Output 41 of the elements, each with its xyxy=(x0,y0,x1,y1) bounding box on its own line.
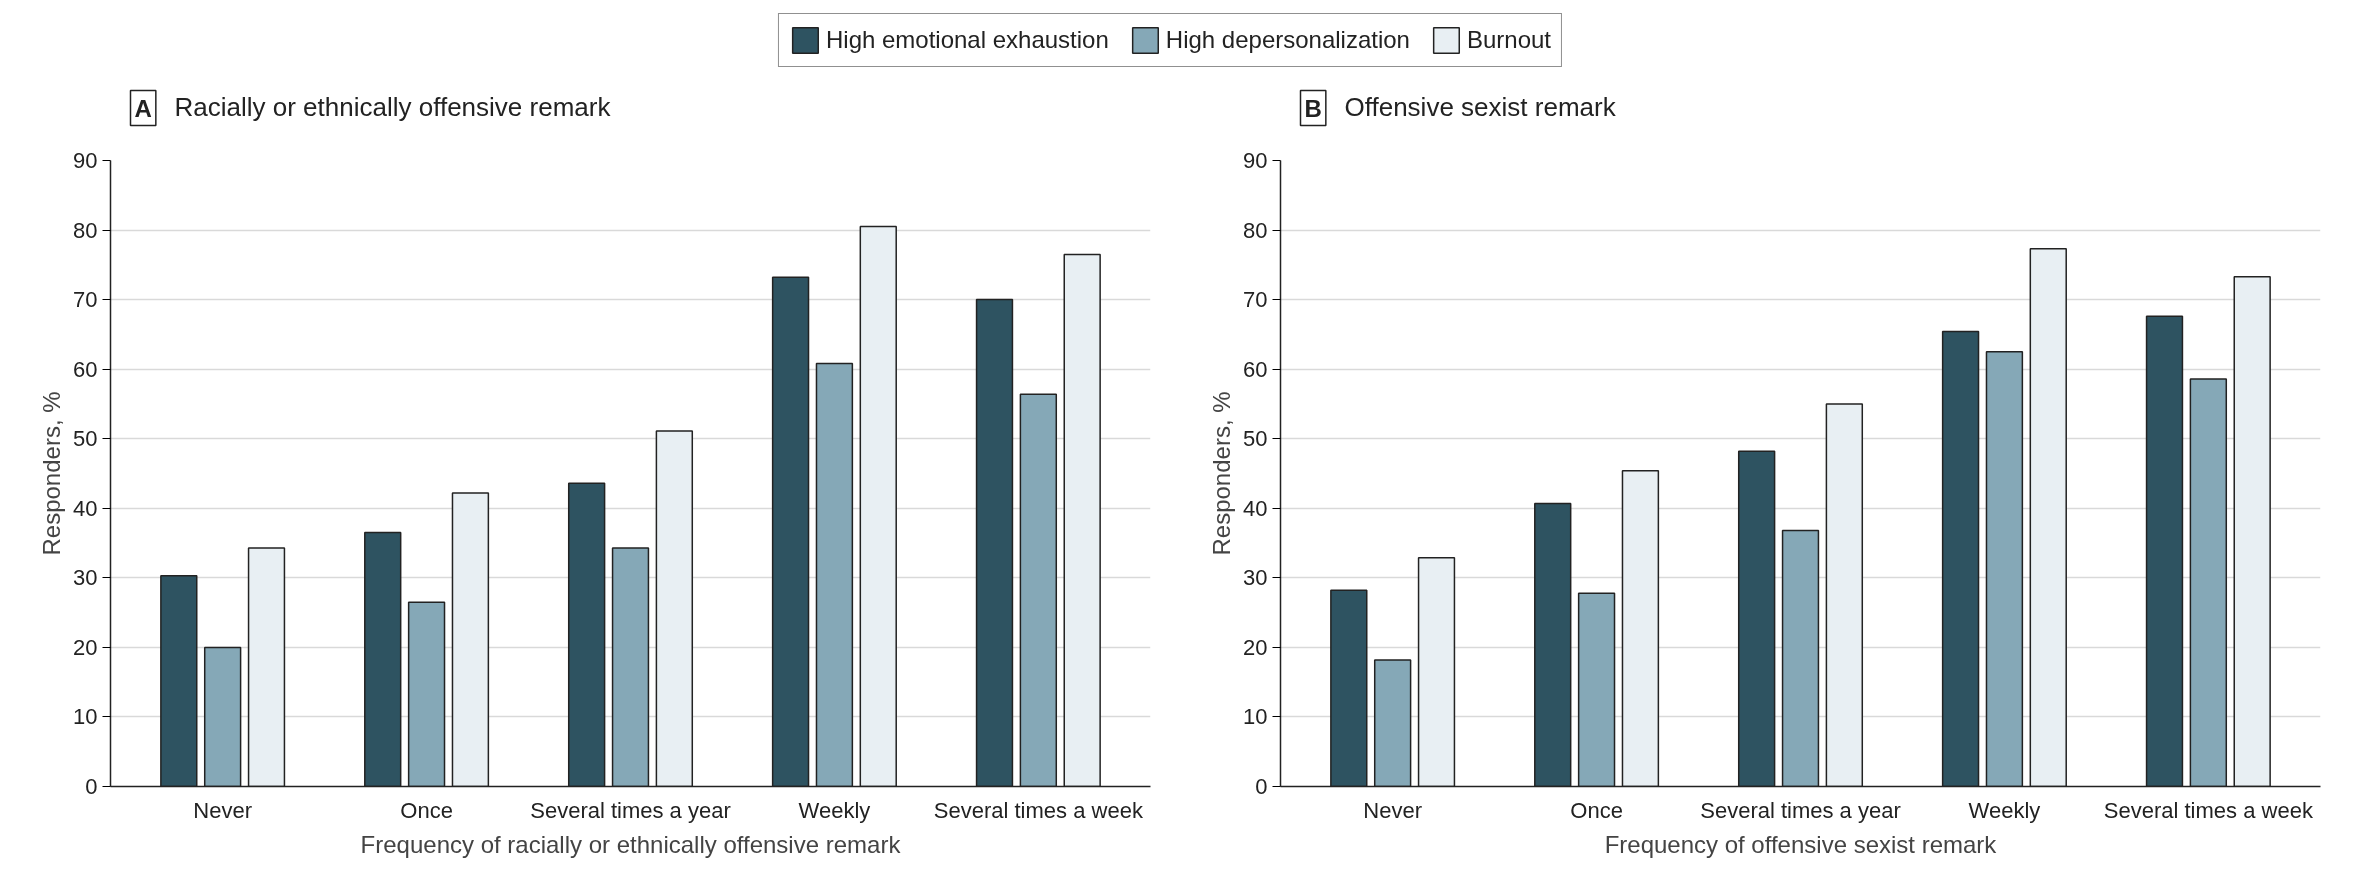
legend-label: High depersonalization xyxy=(1165,26,1410,54)
y-tick-label: 80 xyxy=(1243,217,1268,243)
y-tick-label: 40 xyxy=(1243,495,1268,521)
x-tick-label: Several times a week xyxy=(933,797,1144,823)
y-tick-label: 60 xyxy=(73,356,98,382)
y-tick-label: 20 xyxy=(73,634,98,660)
x-tick-label: Never xyxy=(193,797,252,823)
y-tick-label: 50 xyxy=(1243,426,1268,452)
x-tick-label: Once xyxy=(400,797,453,823)
y-tick-label: 60 xyxy=(1243,356,1268,382)
x-tick-label: Several times a year xyxy=(530,797,731,823)
x-tick-label: Weekly xyxy=(798,797,871,823)
x-tick-label: Weekly xyxy=(1968,797,2041,823)
x-tick-label: Several times a week xyxy=(2103,797,2314,823)
y-tick-label: 0 xyxy=(1255,774,1268,799)
y-tick-label: 0 xyxy=(85,774,98,799)
legend-label: Burnout xyxy=(1466,26,1552,54)
x-tick-label: Once xyxy=(1570,797,1623,823)
y-tick-label: 20 xyxy=(1243,634,1268,660)
text: A xyxy=(134,94,152,122)
legend-label: High emotional exhaustion xyxy=(825,26,1109,54)
x-tick-label: Never xyxy=(1363,797,1422,823)
y-tick-label: 80 xyxy=(73,217,98,243)
x-tick-label: Several times a year xyxy=(1700,797,1901,823)
y-tick-label: 50 xyxy=(73,426,98,452)
y-tick-label: 10 xyxy=(1243,704,1268,730)
x-axis-title: Frequency of offensive sexist remark xyxy=(1604,830,1998,858)
y-tick-label: 70 xyxy=(73,287,98,313)
y-tick-label: 70 xyxy=(1243,287,1268,313)
y-tick-label: 40 xyxy=(73,495,98,521)
y-tick-label: 30 xyxy=(73,565,98,591)
text: B xyxy=(1304,94,1322,122)
y-axis-title: Responders, % xyxy=(38,391,66,556)
y-tick-label: 30 xyxy=(1243,565,1268,591)
y-axis-title: Responders, % xyxy=(1208,391,1236,556)
y-tick-label: 90 xyxy=(1243,148,1268,173)
y-tick-label: 90 xyxy=(73,148,98,173)
chart-title: Offensive sexist remark xyxy=(1344,91,1617,122)
chart-title: Racially or ethnically offensive remark xyxy=(174,91,612,122)
x-axis-title: Frequency of racially or ethnically offensive remark xyxy=(360,830,902,858)
y-tick-label: 10 xyxy=(73,704,98,730)
